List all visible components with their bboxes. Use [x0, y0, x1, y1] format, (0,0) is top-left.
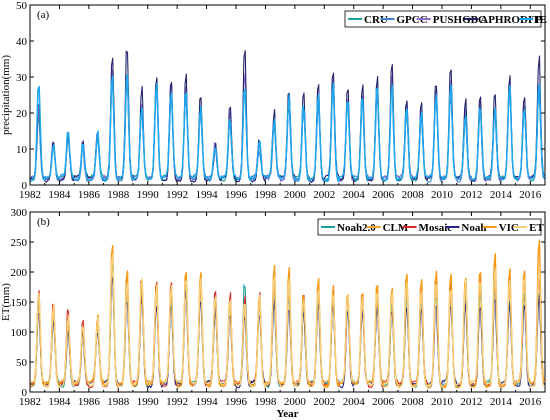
x-tick-label: 1990 — [137, 396, 160, 408]
x-tick-label: 1982 — [19, 396, 41, 408]
plot-frame — [29, 4, 546, 186]
x-tick-label: 1982 — [19, 189, 41, 201]
legend-entry: Mosaic — [419, 222, 453, 234]
x-tick-label: 2010 — [431, 396, 454, 408]
y-tick-label: 200 — [11, 267, 28, 279]
evapotranspiration-panel: 1982 1984 1986 1988 1990 1992 1994 1996 1998 2000… — [0, 207, 546, 420]
legend-entry: P — [535, 14, 542, 26]
x-tick-label: 2010 — [431, 189, 454, 201]
legend-box — [317, 218, 542, 236]
x-tick-label: 1988 — [107, 396, 130, 408]
series-group — [30, 50, 546, 183]
x-tick-label: 2004 — [343, 396, 366, 408]
x-tick-label: 2002 — [313, 396, 335, 408]
y-axis: 0 50 100 150 200 250 300 — [11, 207, 545, 399]
y-tick-label: 300 — [11, 207, 28, 219]
y-tick-label: 10 — [16, 144, 28, 156]
x-tick-label: 1996 — [225, 189, 248, 201]
x-tick-label: 2014 — [490, 189, 513, 201]
x-tick-label: 2012 — [460, 189, 482, 201]
x-tick-label: 1984 — [48, 189, 71, 201]
y-tick-label: 50 — [16, 357, 28, 369]
x-tick-label: 2008 — [402, 189, 425, 201]
x-tick-label: 2000 — [284, 396, 307, 408]
y-axis-title: ET(mm) — [0, 283, 12, 321]
x-tick-label: 2012 — [460, 396, 482, 408]
x-tick-label: 2006 — [372, 189, 395, 201]
y-tick-label: 40 — [16, 36, 28, 48]
x-tick-label: 1994 — [196, 396, 219, 408]
x-tick-label: 1998 — [254, 396, 277, 408]
y-tick-label: 100 — [11, 327, 28, 339]
x-tick-label: 1984 — [48, 396, 71, 408]
x-tick-label: 1986 — [78, 189, 101, 201]
y-tick-label: 0 — [22, 387, 28, 399]
legend-box — [344, 10, 542, 28]
x-tick-label: 1992 — [166, 189, 188, 201]
x-tick-label: 2002 — [313, 189, 335, 201]
y-tick-label: 20 — [16, 108, 28, 120]
y-axis-title: precipitation(mm) — [0, 55, 12, 135]
x-tick-label: 2016 — [519, 396, 542, 408]
x-axis-title: Year — [277, 408, 299, 420]
x-tick-label: 1988 — [107, 189, 130, 201]
precipitation-panel: 1982 1984 1986 1988 1990 1992 1994 1996 1998 2000… — [0, 0, 547, 201]
y-tick-label: 150 — [11, 297, 28, 309]
y-tick-label: 250 — [11, 237, 28, 249]
x-tick-label: 1996 — [225, 396, 248, 408]
y-tick-label: 30 — [16, 72, 28, 84]
series-line-et — [30, 253, 545, 389]
x-tick-label: 1998 — [254, 189, 277, 201]
legend-entry: VIC — [499, 222, 519, 234]
legend-entry: ET — [529, 222, 544, 234]
legend-entry: APHRODITE — [480, 14, 547, 26]
x-tick-label: 2000 — [284, 189, 307, 201]
legend-entry: CRU — [364, 14, 388, 26]
x-tick-label: 2016 — [519, 189, 542, 201]
x-tick-label: 2014 — [490, 396, 513, 408]
x-tick-label: 2006 — [372, 396, 395, 408]
panel-label: (b) — [37, 216, 50, 228]
legend-entry: Noah2.0 — [337, 222, 376, 234]
x-tick-label: 1992 — [166, 396, 188, 408]
x-tick-label: 2004 — [343, 189, 366, 201]
x-tick-label: 2008 — [402, 396, 425, 408]
x-tick-label: 1990 — [137, 189, 160, 201]
legend-entry: Noah — [461, 222, 486, 234]
y-tick-label: 0 — [22, 180, 28, 192]
legend-entry: CLM — [383, 222, 409, 234]
legend: Noah2.0 CLM Mosaic Noah VIC ET — [317, 218, 544, 236]
legend-entry: GPCC — [397, 14, 428, 26]
panel-label: (a) — [37, 9, 50, 21]
y-tick-label: 50 — [16, 0, 28, 12]
x-axis: 1982 1984 1986 1988 1990 1992 1994 1996 1998 2000… — [19, 5, 542, 201]
series-line-p — [30, 73, 546, 183]
y-axis: 0 10 20 30 40 50 — [16, 0, 545, 192]
x-tick-label: 1986 — [78, 396, 101, 408]
x-axis: 1982 1984 1986 1988 1990 1992 1994 1996 1998 2000… — [19, 212, 542, 408]
series-group — [30, 239, 546, 389]
legend-entry: PUSHGBC — [433, 14, 486, 26]
x-tick-label: 1994 — [196, 189, 219, 201]
